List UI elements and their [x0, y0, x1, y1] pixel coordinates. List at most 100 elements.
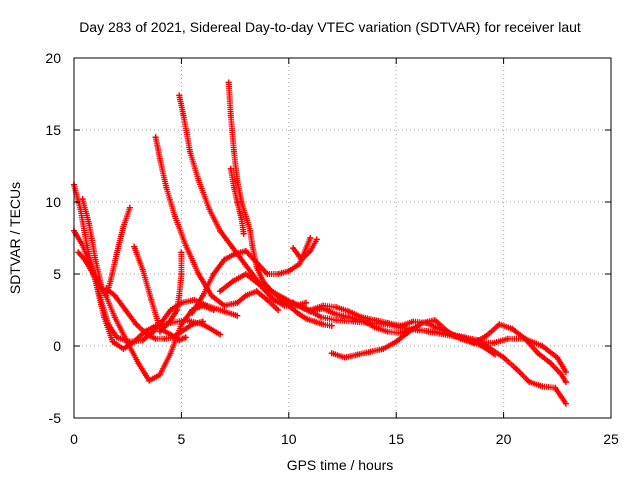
data-point [206, 206, 213, 213]
data-point [221, 256, 228, 263]
axis-ticks: 0 5 10 15 20 25 -5 0 5 10 15 20 [45, 50, 619, 447]
data-point [113, 334, 120, 341]
data-point [139, 337, 146, 344]
data-point [86, 220, 93, 227]
data-point [350, 318, 357, 325]
data-point [152, 134, 159, 141]
data-point [217, 331, 224, 338]
data-point [457, 335, 464, 342]
data-point [178, 271, 185, 277]
data-point [500, 354, 507, 361]
data-point [397, 322, 404, 329]
data-point [178, 249, 185, 256]
data-point [504, 335, 511, 342]
series-trace-6 [131, 243, 189, 344]
data-point [144, 331, 151, 338]
series-markers [328, 317, 569, 385]
data-point [260, 278, 267, 285]
data-point [270, 296, 277, 303]
data-point [431, 317, 438, 324]
data-point [333, 317, 340, 324]
data-point [341, 354, 348, 361]
data-point [562, 379, 569, 385]
data-point [90, 271, 97, 277]
data-point [313, 236, 320, 243]
data-point [178, 299, 185, 306]
data-point [217, 288, 224, 295]
series-trace-9 [176, 92, 309, 309]
data-point [242, 292, 249, 299]
data-point [180, 112, 187, 119]
data-point [275, 271, 282, 277]
y-tick-label: 0 [53, 338, 61, 354]
data-point [489, 340, 496, 347]
data-point [105, 321, 112, 328]
data-point [131, 243, 138, 250]
data-point [371, 317, 378, 324]
data-point [384, 319, 391, 326]
data-point [139, 266, 146, 273]
data-point [163, 184, 170, 191]
data-point [444, 328, 451, 335]
data-point [242, 271, 249, 277]
data-point [249, 242, 256, 249]
data-point [470, 340, 477, 347]
data-point [109, 338, 116, 345]
data-point [393, 338, 400, 345]
data-point [238, 256, 245, 263]
data-point [539, 383, 546, 390]
data-point [410, 318, 417, 325]
series-trace-12 [189, 235, 314, 316]
data-point [161, 335, 168, 342]
data-point [231, 184, 238, 191]
data-point [167, 317, 174, 324]
data-point [290, 245, 297, 252]
data-point [195, 177, 202, 184]
data-point [199, 292, 206, 299]
data-point [285, 268, 292, 275]
data-point [103, 292, 110, 299]
series-markers [71, 227, 241, 345]
data-point [186, 148, 193, 155]
data-point [221, 308, 228, 315]
data-point [307, 247, 314, 254]
y-tick-label: -5 [49, 410, 62, 426]
data-point [268, 288, 275, 295]
data-point [367, 348, 374, 355]
data-point [182, 334, 189, 341]
data-point [191, 296, 198, 303]
data-point [231, 148, 238, 155]
data-point [210, 307, 217, 313]
series-trace-7 [156, 249, 185, 335]
data-point [275, 307, 282, 313]
chart-title: Day 283 of 2021, Sidereal Day-to-day VTE… [79, 19, 581, 35]
data-point [281, 295, 288, 302]
x-tick-label: 15 [388, 431, 404, 447]
data-point [298, 256, 305, 263]
data-point [152, 335, 159, 342]
data-points [71, 79, 569, 407]
data-point [103, 285, 110, 292]
data-point [384, 328, 391, 335]
data-point [552, 384, 559, 391]
grid-lines [74, 58, 611, 418]
data-point [176, 92, 183, 99]
series-trace-11 [227, 165, 247, 237]
y-axis-label: SDTVAR / TECUs [7, 182, 23, 294]
data-point [522, 335, 529, 342]
data-point [195, 271, 202, 277]
data-point [79, 242, 86, 249]
data-point [199, 318, 206, 325]
data-point [221, 302, 228, 309]
data-point [253, 288, 260, 295]
data-point [483, 332, 490, 339]
series-trace-16 [328, 317, 569, 385]
x-tick-label: 25 [603, 431, 619, 447]
data-point [208, 292, 215, 299]
data-point [176, 337, 183, 344]
data-point [534, 350, 541, 357]
data-point [380, 345, 387, 352]
data-point [487, 345, 494, 352]
data-point [255, 281, 262, 288]
data-point [302, 305, 309, 312]
